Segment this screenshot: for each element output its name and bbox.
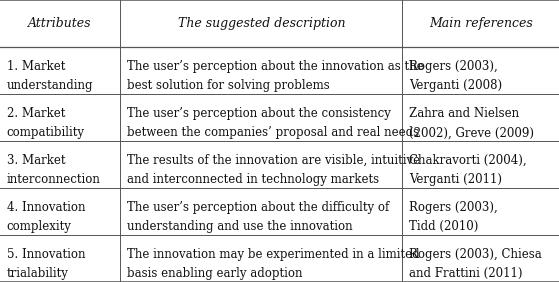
Text: The user’s perception about the consistency: The user’s perception about the consiste… bbox=[127, 107, 391, 120]
Text: Rogers (2003),: Rogers (2003), bbox=[409, 201, 498, 214]
Text: Zahra and Nielsen: Zahra and Nielsen bbox=[409, 107, 519, 120]
Text: Main references: Main references bbox=[429, 17, 533, 30]
Text: Verganti (2008): Verganti (2008) bbox=[409, 80, 503, 92]
Text: understanding: understanding bbox=[7, 80, 93, 92]
Text: The results of the innovation are visible, intuitive: The results of the innovation are visibl… bbox=[127, 154, 420, 167]
Text: basis enabling early adoption: basis enabling early adoption bbox=[127, 267, 302, 280]
Text: and Frattini (2011): and Frattini (2011) bbox=[409, 267, 523, 280]
Text: Attributes: Attributes bbox=[29, 17, 92, 30]
Text: and interconnected in technology markets: and interconnected in technology markets bbox=[127, 173, 379, 186]
Text: between the companies’ proposal and real needs: between the companies’ proposal and real… bbox=[127, 126, 419, 139]
Text: interconnection: interconnection bbox=[7, 173, 101, 186]
Text: Rogers (2003),: Rogers (2003), bbox=[409, 60, 498, 73]
Text: compatibility: compatibility bbox=[7, 126, 85, 139]
Text: 4. Innovation: 4. Innovation bbox=[7, 201, 85, 214]
Text: The user’s perception about the difficulty of: The user’s perception about the difficul… bbox=[127, 201, 389, 214]
Text: (2002), Greve (2009): (2002), Greve (2009) bbox=[409, 126, 534, 139]
Text: The innovation may be experimented in a limited: The innovation may be experimented in a … bbox=[127, 248, 419, 261]
Text: 1. Market: 1. Market bbox=[7, 60, 65, 73]
Text: Verganti (2011): Verganti (2011) bbox=[409, 173, 502, 186]
Text: The user’s perception about the innovation as the: The user’s perception about the innovati… bbox=[127, 60, 424, 73]
Text: trialability: trialability bbox=[7, 267, 69, 280]
Text: 5. Innovation: 5. Innovation bbox=[7, 248, 85, 261]
Text: understanding and use the innovation: understanding and use the innovation bbox=[127, 221, 353, 233]
Text: 3. Market: 3. Market bbox=[7, 154, 65, 167]
Text: best solution for solving problems: best solution for solving problems bbox=[127, 80, 330, 92]
Text: Tidd (2010): Tidd (2010) bbox=[409, 221, 479, 233]
Text: The suggested description: The suggested description bbox=[178, 17, 345, 30]
Text: Chakravorti (2004),: Chakravorti (2004), bbox=[409, 154, 527, 167]
Text: 2. Market: 2. Market bbox=[7, 107, 65, 120]
Text: complexity: complexity bbox=[7, 221, 72, 233]
Text: Rogers (2003), Chiesa: Rogers (2003), Chiesa bbox=[409, 248, 542, 261]
